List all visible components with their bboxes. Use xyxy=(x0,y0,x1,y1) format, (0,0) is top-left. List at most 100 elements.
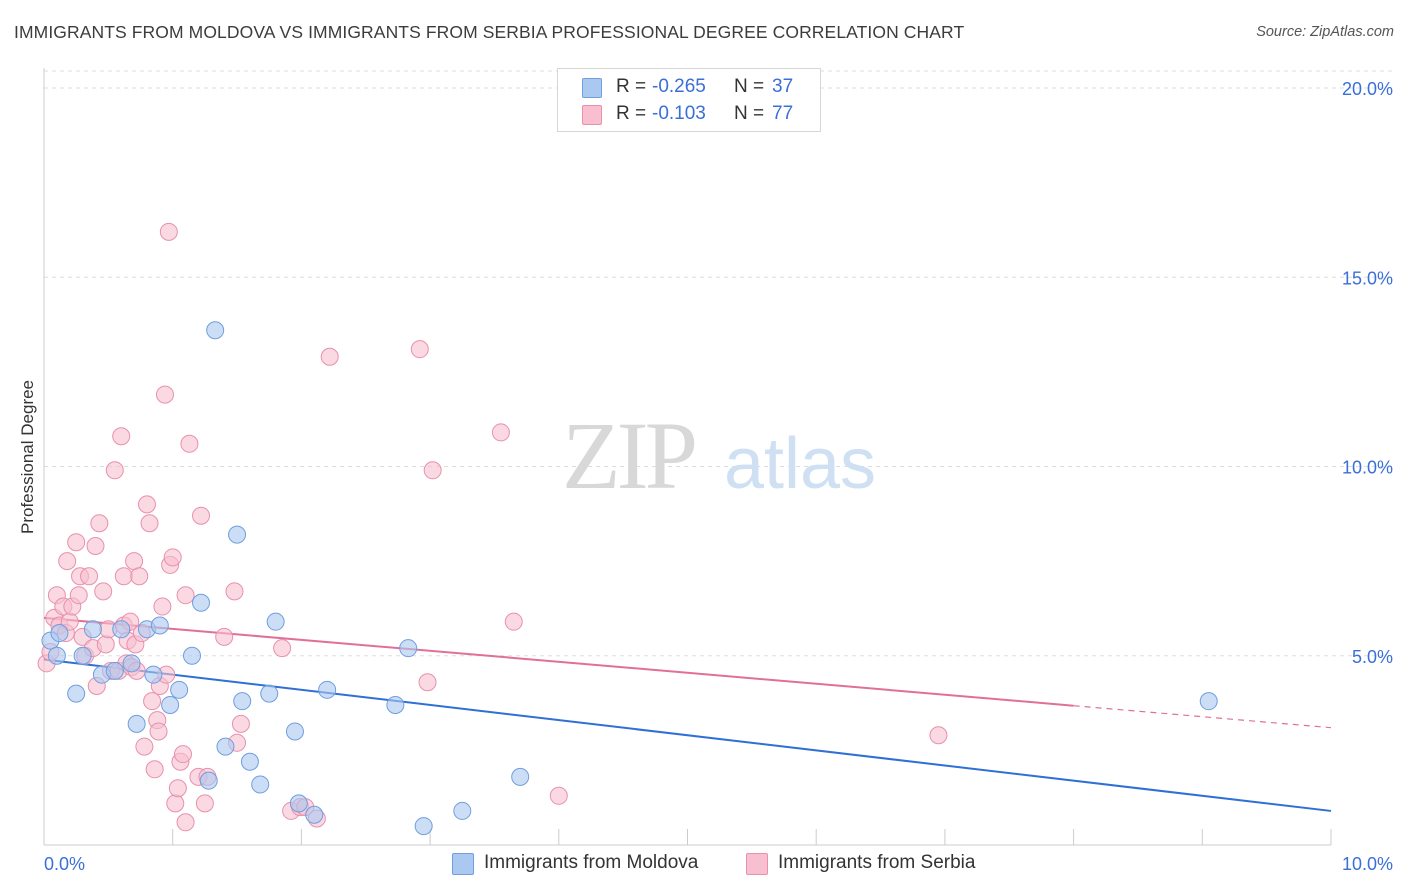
serbia-point xyxy=(112,427,131,446)
r-value: -0.265 xyxy=(652,76,706,97)
r-label: R = xyxy=(616,76,647,97)
serbia-point xyxy=(173,745,192,764)
y-axis-label: Professional Degree xyxy=(18,379,37,535)
serbia-point xyxy=(215,627,234,646)
serbia-point xyxy=(418,673,437,692)
serbia-trend-line xyxy=(43,616,1074,707)
moldova-point xyxy=(260,684,279,703)
watermark: ZIP atlas xyxy=(562,402,876,509)
moldova-point xyxy=(233,692,252,711)
moldova-point xyxy=(414,817,433,836)
serbia-point xyxy=(94,582,113,601)
moldova-point xyxy=(170,680,189,699)
serbia-point xyxy=(929,726,948,745)
serbia-point xyxy=(410,340,429,359)
moldova-swatch xyxy=(452,853,474,875)
watermark-zip: ZIP xyxy=(562,402,695,509)
y-tick-label: 10.0% xyxy=(1342,458,1393,478)
moldova-point xyxy=(285,722,304,741)
serbia-point xyxy=(90,514,109,533)
moldova-point xyxy=(289,794,308,813)
serbia-point xyxy=(195,794,214,813)
moldova-point xyxy=(192,593,211,612)
trend-lines xyxy=(43,616,1332,812)
tick-labels: 5.0% 10.0% 15.0% 20.0% 0.0% 10.0% xyxy=(44,79,1393,874)
serbia-point xyxy=(86,536,105,555)
gridlines xyxy=(44,70,1394,657)
serbia-point xyxy=(168,779,187,798)
moldova-point xyxy=(112,620,131,639)
moldova-swatch xyxy=(582,78,602,98)
serbia-point xyxy=(163,548,182,567)
moldova-point xyxy=(386,695,405,714)
moldova-point xyxy=(73,646,92,665)
y-tick-label: 5.0% xyxy=(1352,647,1393,667)
serbia-swatch xyxy=(746,853,768,875)
serbia-point xyxy=(96,635,115,654)
y-tick-label: 15.0% xyxy=(1342,268,1393,288)
chart-title: IMMIGRANTS FROM MOLDOVA VS IMMIGRANTS FR… xyxy=(14,22,965,42)
y-tick-label: 20.0% xyxy=(1342,79,1393,99)
serbia-point xyxy=(105,461,124,480)
n-value: 77 xyxy=(772,103,794,124)
serbia-point xyxy=(231,714,250,733)
moldova-point xyxy=(161,695,180,714)
serbia-point xyxy=(69,586,88,605)
r-value: -0.103 xyxy=(652,103,706,124)
data-points xyxy=(37,222,1218,836)
serbia-point xyxy=(180,434,199,453)
serbia-swatch xyxy=(582,105,602,125)
x-tick-label: 10.0% xyxy=(1342,854,1393,874)
moldova-point xyxy=(251,775,270,794)
moldova-point xyxy=(216,737,235,756)
serbia-point xyxy=(549,786,568,805)
serbia-point xyxy=(176,586,195,605)
moldova-point xyxy=(47,646,66,665)
serbia-point xyxy=(137,495,156,514)
serbia-point xyxy=(143,692,162,711)
moldova-point xyxy=(453,801,472,820)
moldova-legend-label: Immigrants from Moldova xyxy=(484,852,699,873)
n-label: N = xyxy=(734,103,765,124)
moldova-point xyxy=(305,805,324,824)
serbia-point xyxy=(140,514,159,533)
moldova-point xyxy=(240,752,259,771)
moldova-point xyxy=(228,525,247,544)
serbia-point xyxy=(145,760,164,779)
moldova-point xyxy=(199,771,218,790)
moldova-point xyxy=(206,321,225,340)
serbia-point xyxy=(58,552,77,571)
x-tick-label: 0.0% xyxy=(44,854,85,874)
serbia-point xyxy=(67,533,86,552)
serbia-trend-line-extrapolated xyxy=(1073,705,1332,729)
moldova-point xyxy=(399,639,418,658)
n-value: 37 xyxy=(772,76,794,97)
axes xyxy=(43,68,1332,846)
serbia-point xyxy=(423,461,442,480)
serbia-point xyxy=(130,567,149,586)
serbia-point xyxy=(176,813,195,832)
serbia-point xyxy=(149,722,168,741)
serbia-point xyxy=(80,567,99,586)
serbia-point xyxy=(135,737,154,756)
correlation-legend: R = -0.265 N = 37 R = -0.103 N = 77 xyxy=(557,68,821,132)
moldova-point xyxy=(183,646,202,665)
serbia-point xyxy=(153,597,172,616)
serbia-point xyxy=(192,506,211,525)
moldova-point xyxy=(122,654,141,673)
moldova-point xyxy=(105,661,124,680)
serbia-point xyxy=(320,347,339,366)
moldova-point xyxy=(83,620,102,639)
moldova-point xyxy=(511,767,530,786)
r-label: R = xyxy=(616,103,647,124)
serbia-point xyxy=(491,423,510,442)
n-label: N = xyxy=(734,76,765,97)
serbia-point xyxy=(504,612,523,631)
serbia-point xyxy=(225,582,244,601)
moldova-point xyxy=(266,612,285,631)
moldova-point xyxy=(67,684,86,703)
serbia-point xyxy=(114,567,133,586)
serbia-point xyxy=(155,385,174,404)
moldova-point xyxy=(144,665,163,684)
